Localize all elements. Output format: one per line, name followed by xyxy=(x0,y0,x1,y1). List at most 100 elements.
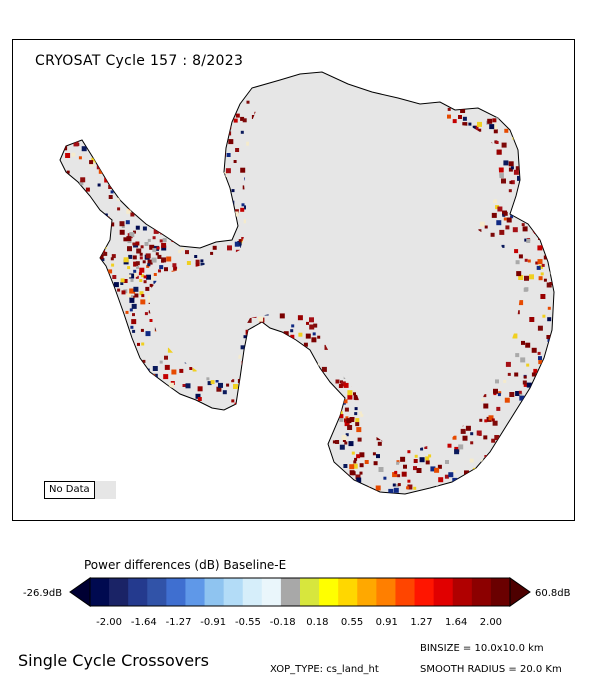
crossover-cell xyxy=(321,366,327,372)
crossover-cell xyxy=(407,484,413,490)
crossover-cell xyxy=(62,212,66,217)
crossover-cell xyxy=(483,394,487,398)
crossover-cell xyxy=(88,240,94,246)
crossover-cell xyxy=(126,208,132,214)
crossover-cell xyxy=(123,320,127,324)
crossover-cell xyxy=(499,229,505,235)
crossover-cell xyxy=(71,152,76,157)
crossover-cell xyxy=(128,345,132,350)
crossover-cell xyxy=(337,469,343,475)
crossover-cell xyxy=(344,418,348,423)
crossover-cell xyxy=(499,477,505,483)
crossover-cell xyxy=(188,419,194,425)
crossover-cell xyxy=(158,403,162,407)
crossover-cell xyxy=(309,317,314,323)
crossover-cell xyxy=(161,242,167,248)
crossover-cell xyxy=(519,193,525,199)
crossover-cell xyxy=(210,380,215,385)
crossover-cell xyxy=(164,267,168,272)
crossover-cell xyxy=(521,223,525,227)
crossover-cell xyxy=(74,286,78,290)
crossover-cell xyxy=(558,254,561,257)
crossover-cell xyxy=(405,496,410,501)
crossover-cell xyxy=(204,406,208,410)
crossover-cell xyxy=(542,314,546,318)
crossover-cell xyxy=(111,254,116,259)
crossover-cell xyxy=(470,432,474,436)
crossover-cell xyxy=(147,263,151,267)
crossover-cell xyxy=(542,187,548,193)
crossover-cell xyxy=(508,161,514,167)
crossover-cell xyxy=(489,124,495,130)
crossover-cell xyxy=(530,174,536,180)
crossover-cell xyxy=(155,404,159,408)
crossover-cell xyxy=(121,354,125,358)
crossover-cell xyxy=(458,444,464,450)
crossover-cell xyxy=(141,294,145,298)
crossover-cell xyxy=(157,170,163,176)
crossover-cell xyxy=(253,392,259,398)
crossover-cell xyxy=(534,214,538,218)
crossover-cell xyxy=(185,383,191,389)
crossover-cell xyxy=(233,105,238,110)
crossover-cell xyxy=(549,344,554,350)
crossover-cell xyxy=(548,211,554,217)
crossover-cell xyxy=(552,239,554,243)
crossover-cell xyxy=(215,379,219,383)
crossover-cell xyxy=(103,316,106,320)
crossover-cell xyxy=(354,412,358,416)
crossover-cell xyxy=(345,482,350,487)
crossover-cell xyxy=(487,105,493,111)
crossover-cell xyxy=(101,315,105,319)
crossover-cell xyxy=(501,244,505,248)
crossover-cell xyxy=(339,444,345,450)
crossover-cell xyxy=(258,391,264,397)
crossover-cell xyxy=(61,228,67,234)
crossover-cell xyxy=(271,411,276,416)
crossover-cell xyxy=(152,366,158,371)
crossover-cell xyxy=(135,387,139,391)
crossover-cell xyxy=(515,391,521,396)
crossover-cell xyxy=(202,410,208,416)
crossover-cell xyxy=(260,396,266,402)
crossover-cell xyxy=(523,172,527,176)
crossover-cell xyxy=(178,408,182,412)
crossover-cell xyxy=(538,360,543,365)
crossover-cell xyxy=(282,411,287,416)
crossover-cell xyxy=(147,382,152,387)
crossover-cell xyxy=(139,267,145,273)
crossover-cell xyxy=(139,291,144,296)
crossover-cell xyxy=(278,406,282,410)
crossover-cell xyxy=(243,219,248,224)
crossover-cell xyxy=(60,184,64,189)
crossover-cell xyxy=(136,248,142,254)
smooth-radius-label: SMOOTH RADIUS = 20.0 Km xyxy=(420,664,562,675)
crossover-cell xyxy=(60,252,63,256)
crossover-cell xyxy=(123,237,128,242)
crossover-cell xyxy=(289,401,295,407)
crossover-cell xyxy=(542,395,546,399)
crossover-cell xyxy=(135,409,140,414)
crossover-cell xyxy=(445,460,449,464)
crossover-cell xyxy=(121,290,126,295)
crossover-cell xyxy=(547,317,552,322)
crossover-cell xyxy=(194,255,198,258)
crossover-cell xyxy=(133,269,137,273)
crossover-cell xyxy=(181,239,185,243)
crossover-cell xyxy=(297,413,303,419)
crossover-cell xyxy=(108,195,113,199)
crossover-cell xyxy=(484,225,488,229)
crossover-cell xyxy=(120,282,124,285)
crossover-cell xyxy=(524,258,528,262)
crossover-cell xyxy=(531,165,537,170)
crossover-cell xyxy=(120,278,125,283)
crossover-cell xyxy=(413,466,417,471)
crossover-cell xyxy=(120,318,124,322)
colorbar-tick-label: 2.00 xyxy=(479,617,503,628)
crossover-cell xyxy=(314,404,319,409)
crossover-cell xyxy=(101,295,105,299)
crossover-cell xyxy=(90,309,94,312)
crossover-cell xyxy=(246,352,251,357)
crossover-cell xyxy=(347,394,353,400)
